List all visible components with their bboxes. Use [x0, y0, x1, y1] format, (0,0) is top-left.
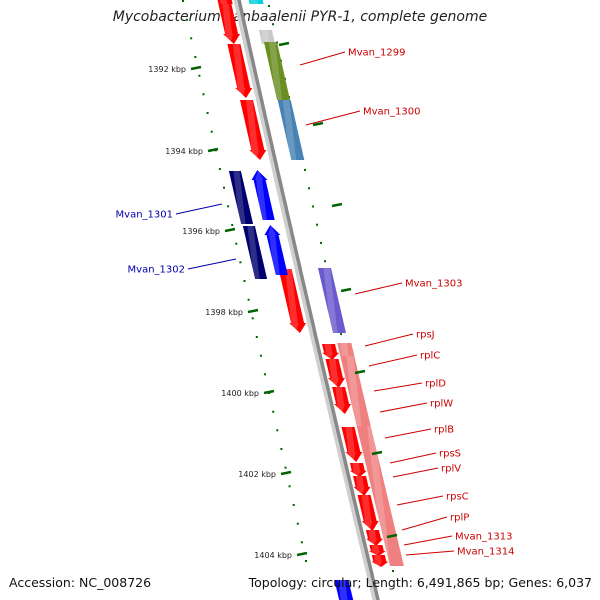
svg-text:rpsC: rpsC	[446, 492, 469, 503]
svg-text:rplC: rplC	[420, 351, 440, 362]
feature-box[interactable]	[264, 42, 290, 100]
scale-tick	[278, 41, 290, 47]
feature-box[interactable]	[277, 100, 305, 160]
feature-box[interactable]	[356, 426, 404, 566]
svg-text:Mvan_1313: Mvan_1313	[455, 532, 512, 543]
forward-gene-arrow[interactable]	[278, 269, 307, 333]
forward-gene-arrow[interactable]	[215, 0, 241, 44]
gene-label-rplb[interactable]: rplB	[384, 425, 454, 439]
scale-tick	[207, 147, 219, 153]
svg-text:rpsS: rpsS	[439, 449, 461, 460]
gene-label-mvan_1313[interactable]: Mvan_1313	[403, 532, 512, 546]
feature-box[interactable]	[340, 356, 371, 426]
scale-tick	[247, 308, 259, 314]
svg-text:Mvan_1314: Mvan_1314	[457, 547, 514, 558]
scale-tick	[371, 450, 383, 456]
scale-label: 1392 kbp	[148, 65, 186, 74]
gene-label-mvan_1299[interactable]: Mvan_1299	[299, 48, 405, 66]
scale-ruler: 1392 kbp 1394 kbp 1396 kbp 1398 kbp 1400 kbp…	[148, 41, 398, 560]
gene-arrows	[215, 0, 389, 600]
genome-backbone	[233, 0, 380, 600]
feature-box[interactable]	[258, 30, 276, 44]
svg-text:rplP: rplP	[450, 513, 469, 524]
forward-gene-arrow[interactable]	[357, 495, 379, 531]
feature-box[interactable]	[337, 343, 355, 356]
svg-text:Mvan_1300: Mvan_1300	[363, 107, 420, 118]
reverse-gene-arrow[interactable]	[264, 225, 288, 275]
scale-tick	[386, 533, 398, 539]
forward-gene-arrow[interactable]	[332, 387, 352, 414]
reverse-gene-box[interactable]	[228, 171, 254, 224]
feature-box[interactable]	[318, 268, 346, 333]
scale-tick	[331, 202, 343, 208]
scale-label: 1398 kbp	[205, 308, 243, 317]
feature-tracks	[258, 30, 404, 566]
reverse-gene-arrow[interactable]	[251, 170, 275, 220]
scale-tick	[340, 287, 352, 293]
svg-text:Mvan_1303: Mvan_1303	[405, 279, 462, 290]
forward-gene-arrow[interactable]	[227, 44, 253, 98]
scale-tick	[312, 121, 324, 127]
forward-gene-arrow[interactable]	[217, 0, 233, 4]
forward-gene-arrow[interactable]	[349, 463, 367, 477]
svg-text:Mvan_1299: Mvan_1299	[348, 48, 405, 59]
gene-label-rplv[interactable]: rplV	[392, 464, 461, 478]
forward-gene-arrow[interactable]	[353, 476, 371, 496]
gene-label-mvan_1303[interactable]: Mvan_1303	[354, 279, 462, 295]
gene-label-mvan_1302[interactable]: Mvan_1302	[128, 258, 237, 276]
gene-label-rpsc[interactable]: rpsC	[396, 492, 469, 506]
forward-gene-arrow[interactable]	[325, 359, 346, 388]
reverse-gene-box[interactable]	[334, 580, 355, 600]
gene-label-rplw[interactable]: rplW	[379, 399, 453, 413]
reverse-gene-box[interactable]	[242, 226, 268, 279]
forward-gene-arrow[interactable]	[240, 100, 267, 160]
gene-label-mvan_1314[interactable]: Mvan_1314	[405, 547, 514, 558]
scale-tick	[263, 389, 275, 395]
gene-label-rplc[interactable]: rplC	[368, 351, 440, 367]
forward-gene-arrow[interactable]	[368, 545, 386, 556]
scale-label: 1396 kbp	[182, 227, 220, 236]
svg-text:rplB: rplB	[434, 425, 454, 436]
gene-label-mvan_1301[interactable]: Mvan_1301	[116, 203, 223, 221]
reverse-gene-box[interactable]	[246, 0, 264, 4]
map-title: Mycobacterium vanbaalenii PYR-1, complet…	[112, 9, 488, 25]
scale-label: 1402 kbp	[238, 470, 276, 479]
scale-label: 1404 kbp	[254, 551, 292, 560]
gene-label-rpss[interactable]: rpsS	[389, 449, 461, 464]
svg-text:Mvan_1302: Mvan_1302	[128, 265, 185, 276]
svg-text:rpsJ: rpsJ	[416, 330, 435, 341]
forward-gene-arrow[interactable]	[371, 555, 389, 567]
forward-gene-arrow[interactable]	[322, 344, 340, 360]
svg-text:rplD: rplD	[425, 379, 446, 390]
scale-tick	[354, 369, 366, 375]
scale-label: 1394 kbp	[165, 147, 203, 156]
gene-labels: Mvan_1299 Mvan_1300 Mvan_1303 rpsJ rplC rplD r…	[116, 48, 515, 558]
genome-summary-text: Topology: circular; Length: 6,491,865 bp…	[248, 575, 592, 590]
forward-gene-arrow[interactable]	[365, 530, 383, 546]
svg-text:Mvan_1301: Mvan_1301	[116, 210, 173, 221]
accession-text: Accession: NC_008726	[9, 575, 152, 590]
scale-label: 1400 kbp	[221, 389, 259, 398]
forward-gene-arrow[interactable]	[341, 427, 363, 462]
scale-tick	[296, 551, 308, 557]
scale-tick	[224, 227, 236, 233]
svg-text:rplW: rplW	[430, 399, 453, 410]
gene-label-mvan_1300[interactable]: Mvan_1300	[305, 107, 420, 126]
scale-tick	[190, 65, 202, 71]
svg-text:rplV: rplV	[441, 464, 461, 475]
gene-label-rplp[interactable]: rplP	[401, 513, 469, 531]
gene-label-rpld[interactable]: rplD	[373, 379, 446, 392]
scale-tick	[280, 470, 292, 476]
gene-label-rpsj[interactable]: rpsJ	[364, 330, 435, 347]
